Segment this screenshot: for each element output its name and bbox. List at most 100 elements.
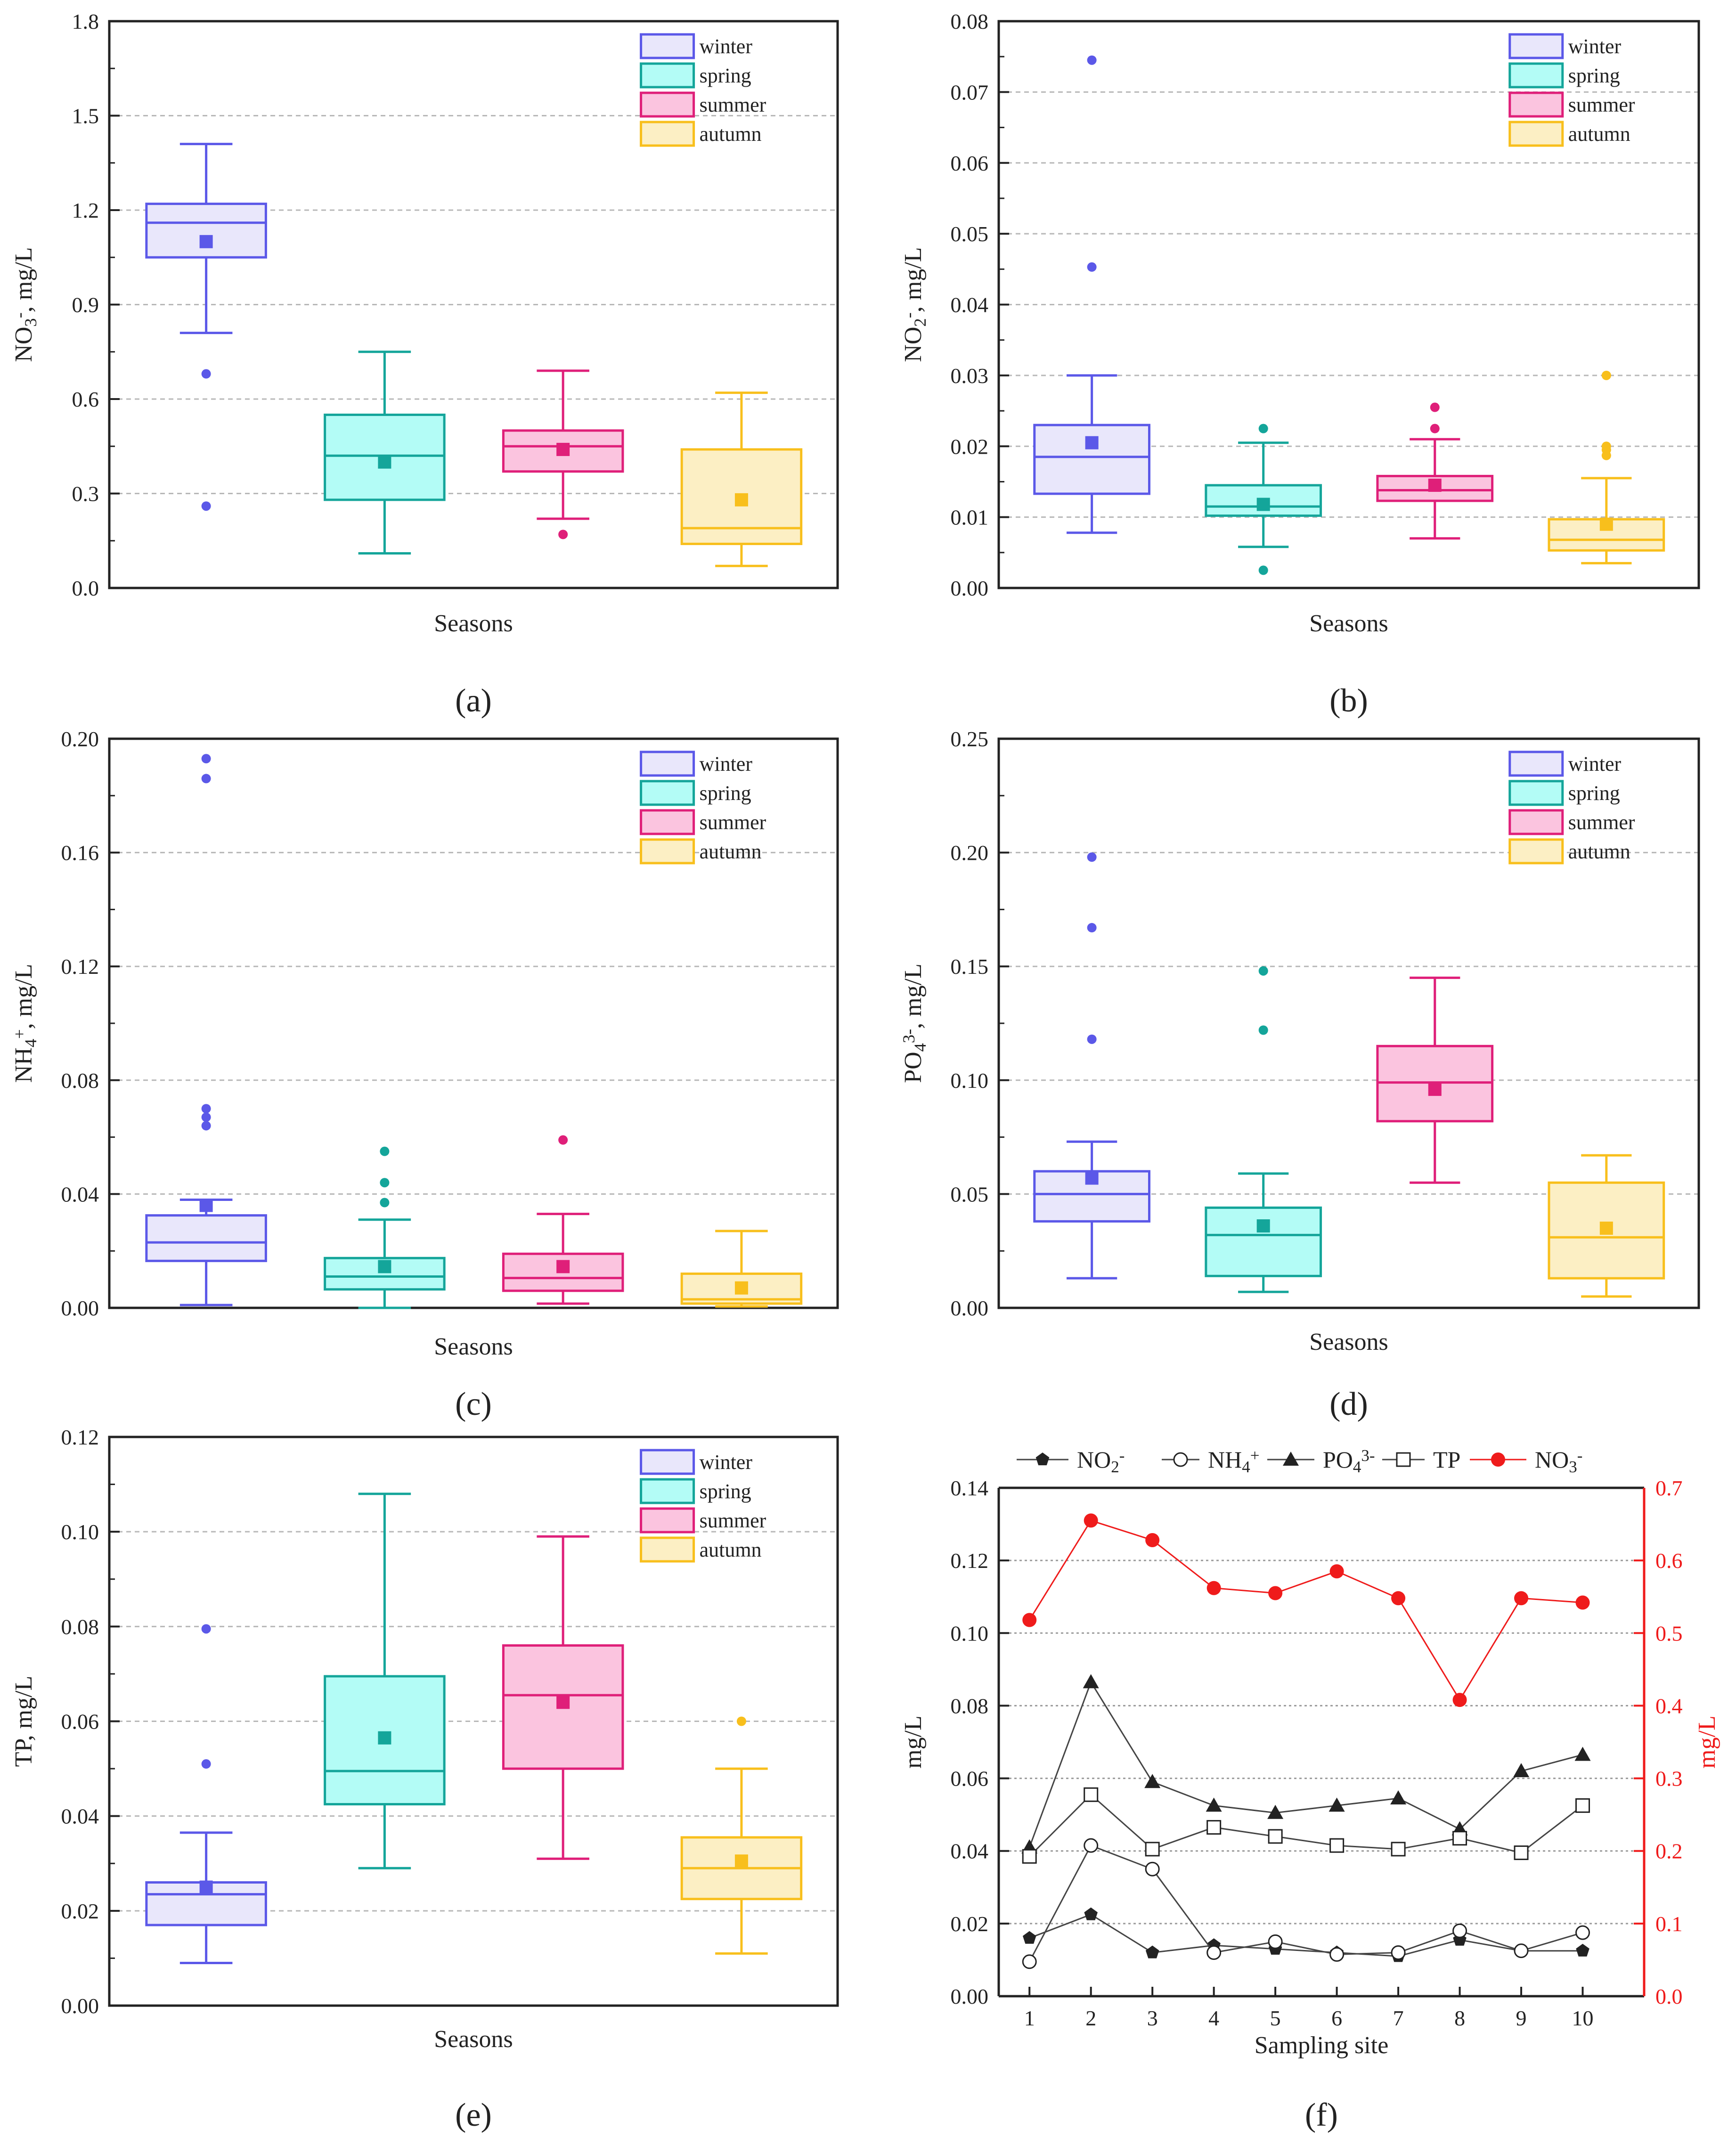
x-tick-label: 8 xyxy=(1454,2006,1465,2030)
outlier-point xyxy=(558,530,568,539)
legend-label-spring: spring xyxy=(700,1480,751,1503)
caption-a: (a) xyxy=(455,683,492,719)
y-tick-label: 0.00 xyxy=(951,1984,989,2008)
series-line xyxy=(1029,1794,1583,1857)
caption-b: (b) xyxy=(1329,683,1368,719)
mean-marker xyxy=(378,1260,391,1273)
data-point xyxy=(1145,1533,1160,1547)
outlier-point xyxy=(380,1146,390,1156)
box-spring xyxy=(324,1146,446,1309)
y-tick-label: 0.06 xyxy=(951,151,989,175)
x-tick-label: 6 xyxy=(1331,2006,1342,2030)
mean-marker xyxy=(556,1260,570,1273)
legend: winter spring summer autumn xyxy=(640,1449,766,1563)
y-axis-label: PO43-, mg/L xyxy=(899,963,929,1083)
y-tick-label: 0.04 xyxy=(951,293,989,317)
y-tick-label: 0.07 xyxy=(951,80,989,104)
data-point xyxy=(1513,1763,1530,1778)
series-line xyxy=(1028,1680,1583,1848)
outlier-point xyxy=(1087,262,1097,272)
x-tick-label: 9 xyxy=(1516,2006,1527,2030)
box-spring xyxy=(1205,424,1322,575)
mean-marker xyxy=(734,1854,748,1868)
outlier-point xyxy=(201,501,211,511)
legend-swatch-spring xyxy=(640,780,695,806)
legend: NO2- NH4+ PO43- TP NO3- xyxy=(1017,1446,1582,1476)
y-tick-label: 0.20 xyxy=(61,727,99,751)
outlier-point xyxy=(201,369,211,379)
legend-label-summer: summer xyxy=(700,811,766,834)
legend-label-winter: winter xyxy=(1568,35,1622,58)
data-point xyxy=(1206,1581,1221,1595)
box-spring xyxy=(1205,966,1322,1293)
y-tick-label: 0.16 xyxy=(61,841,99,865)
legend-label-winter: winter xyxy=(1568,752,1622,775)
legend-label-winter: winter xyxy=(700,35,753,58)
legend-swatch-spring xyxy=(1508,780,1564,806)
legend-swatch-autumn xyxy=(1508,838,1564,865)
caption-d: (d) xyxy=(1329,1386,1368,1422)
box-summer xyxy=(1376,402,1494,540)
box-winter xyxy=(1033,852,1150,1280)
panel-b: 0.00 0.01 0.02 0.03 0.04 0.05 0.06 0.07 0.08 wint… xyxy=(899,9,1700,637)
data-point xyxy=(1145,1842,1160,1857)
data-point xyxy=(1084,1787,1099,1802)
y-right-tick-label: 0.1 xyxy=(1655,1912,1683,1936)
data-point xyxy=(1391,1842,1406,1857)
outlier-point xyxy=(1087,1034,1097,1044)
outlier-point xyxy=(201,774,211,783)
y-axis-label: TP, mg/L xyxy=(10,1676,37,1767)
box-iqr xyxy=(1205,1206,1322,1277)
mean-marker xyxy=(1599,517,1613,531)
legend-label-summer: summer xyxy=(1568,811,1635,834)
legend-label: NH4+ xyxy=(1208,1446,1259,1476)
legend-swatch-spring xyxy=(1508,62,1564,89)
data-point xyxy=(1268,1934,1283,1949)
outlier-point xyxy=(201,1104,211,1114)
y-tick-label: 0.00 xyxy=(61,1994,99,2018)
legend-swatch-autumn xyxy=(640,1536,695,1563)
y-tick-label: 0.02 xyxy=(61,1899,99,1923)
data-point xyxy=(1452,1923,1467,1938)
y-tick-label: 0.12 xyxy=(61,955,99,979)
y-tick-label: 1.5 xyxy=(72,104,99,128)
outlier-point xyxy=(1087,55,1097,65)
legend-swatch-summer xyxy=(640,1507,695,1534)
series-0 xyxy=(1023,1907,1589,1962)
y-tick-label: 0.15 xyxy=(951,955,989,979)
x-axis-label: Sampling site xyxy=(1255,2032,1389,2059)
y-right-tick-label: 0.4 xyxy=(1655,1694,1683,1718)
x-tick-label: 2 xyxy=(1085,2006,1096,2030)
outlier-point xyxy=(1430,402,1440,412)
data-point xyxy=(1022,1849,1037,1864)
legend-marker xyxy=(1396,1452,1411,1467)
data-point xyxy=(1452,1693,1467,1707)
box-summer xyxy=(1376,976,1494,1184)
y-tick-label: 0.6 xyxy=(72,387,99,411)
panel-d: 0.00 0.05 0.10 0.15 0.20 0.25 winter spring summ… xyxy=(899,727,1700,1355)
data-point xyxy=(1575,1595,1590,1610)
data-point xyxy=(1144,1774,1161,1788)
y-axis-label: NO2-, mg/L xyxy=(899,247,929,362)
plot-frame xyxy=(997,737,1700,1309)
series-line xyxy=(1028,1844,1583,1962)
y-tick-label: 0.02 xyxy=(951,434,989,458)
y-right-tick-label: 0.2 xyxy=(1655,1839,1683,1863)
y-right-tick-label: 0.7 xyxy=(1655,1476,1683,1500)
data-point xyxy=(1329,1838,1345,1853)
legend-label: TP xyxy=(1433,1446,1460,1473)
box-iqr xyxy=(145,203,267,259)
legend-swatch-summer xyxy=(1508,91,1564,118)
legend-label-autumn: autumn xyxy=(700,1538,762,1561)
legend-label-spring: spring xyxy=(1568,64,1620,87)
series-2 xyxy=(1021,1674,1591,1854)
data-point xyxy=(1575,1798,1590,1813)
legend-swatch-winter xyxy=(640,33,695,59)
data-point xyxy=(1268,1586,1283,1600)
data-point xyxy=(1328,1797,1345,1812)
legend-label-spring: spring xyxy=(700,64,751,87)
data-point xyxy=(1083,1674,1099,1689)
outlier-point xyxy=(1258,1025,1268,1035)
data-point xyxy=(1022,1954,1037,1969)
data-point xyxy=(1576,1943,1589,1957)
